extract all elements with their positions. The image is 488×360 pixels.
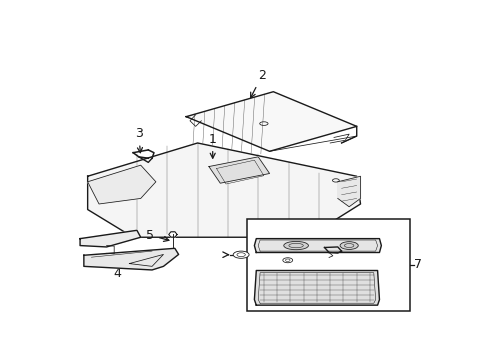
- Text: 3: 3: [135, 127, 142, 153]
- Polygon shape: [87, 143, 360, 237]
- Ellipse shape: [283, 242, 308, 250]
- Text: 7: 7: [413, 258, 422, 271]
- Text: 2: 2: [250, 69, 265, 98]
- Polygon shape: [84, 248, 178, 270]
- Text: 8: 8: [246, 288, 259, 303]
- Bar: [246, 219, 409, 311]
- Text: 5: 5: [146, 229, 168, 242]
- Polygon shape: [87, 165, 156, 204]
- Text: 10: 10: [254, 248, 270, 261]
- Polygon shape: [168, 232, 177, 237]
- Polygon shape: [80, 230, 141, 247]
- Polygon shape: [208, 157, 269, 183]
- Text: 6: 6: [333, 242, 341, 255]
- Text: 4: 4: [112, 258, 121, 280]
- Polygon shape: [337, 176, 360, 207]
- Ellipse shape: [233, 251, 248, 258]
- Polygon shape: [254, 239, 381, 252]
- Polygon shape: [254, 270, 379, 305]
- Ellipse shape: [282, 258, 292, 263]
- Polygon shape: [186, 92, 356, 151]
- Text: 1: 1: [208, 133, 216, 158]
- Ellipse shape: [339, 242, 358, 249]
- Text: 9: 9: [259, 250, 283, 263]
